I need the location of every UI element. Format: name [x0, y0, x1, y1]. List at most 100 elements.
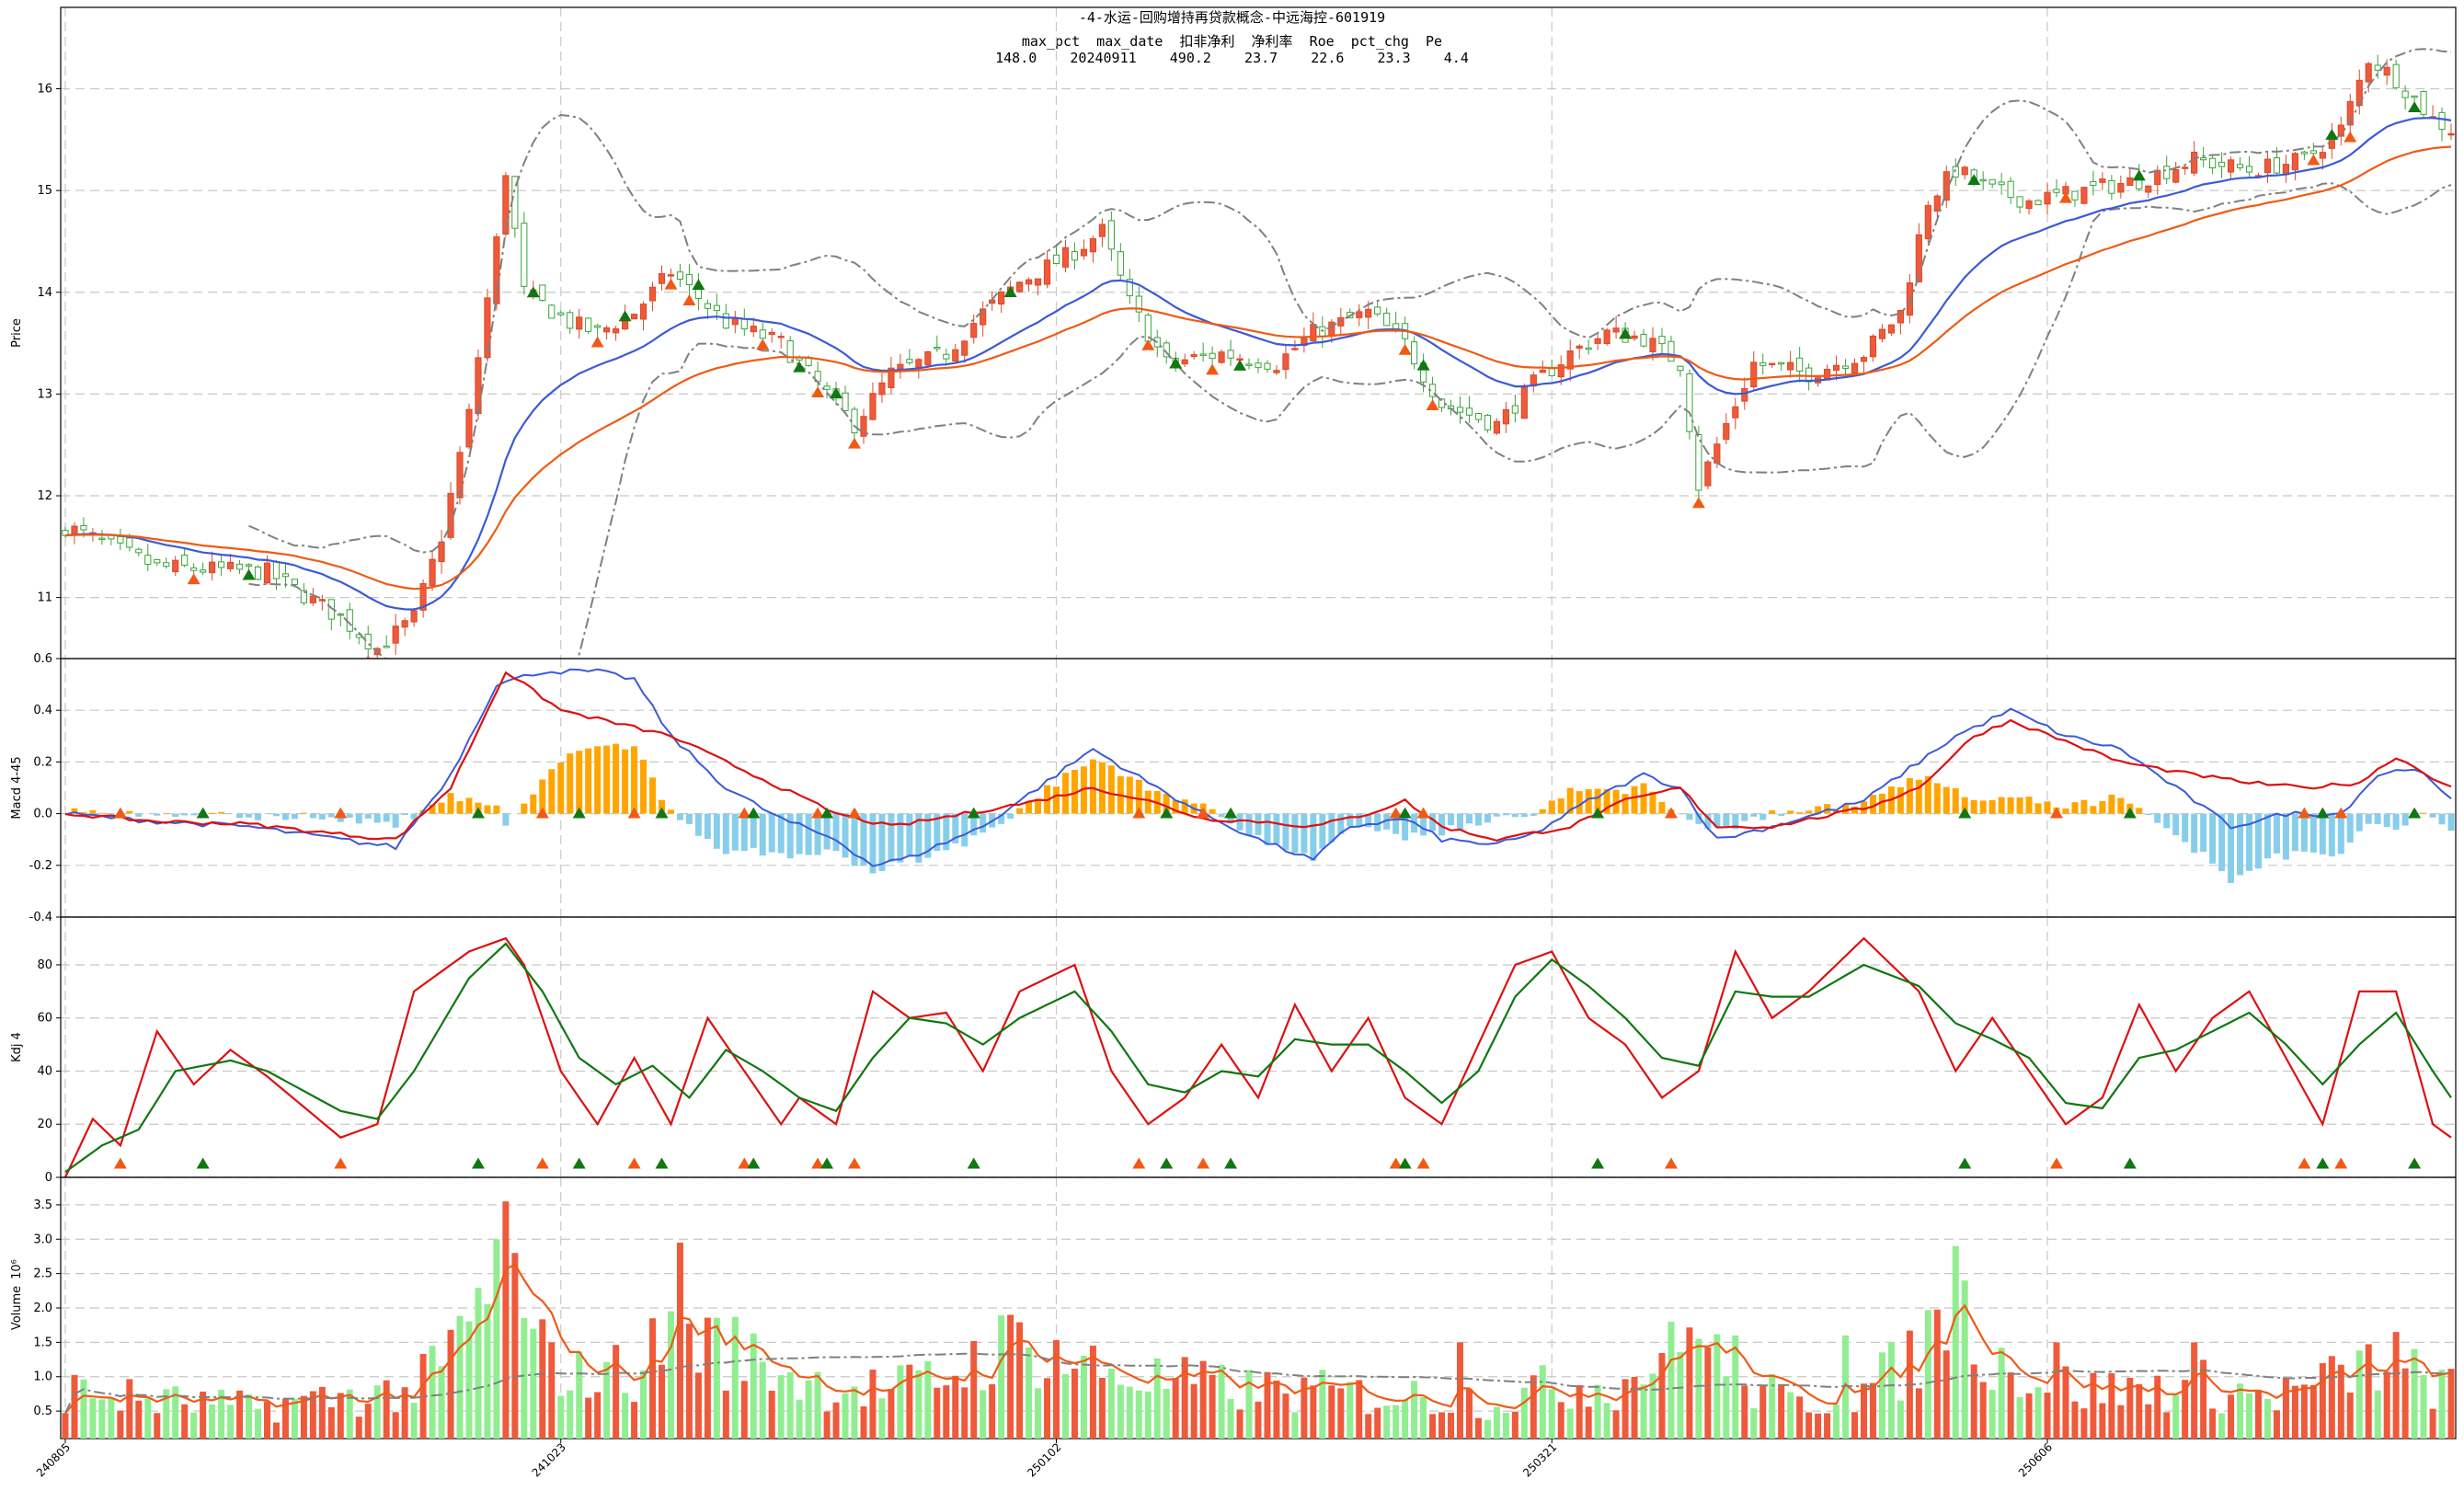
macd-hist-bar	[447, 793, 454, 814]
price-candle	[1227, 350, 1234, 359]
price-candle	[2447, 132, 2455, 136]
price-candle	[777, 336, 785, 338]
kdj-signal-marker	[738, 1157, 751, 1169]
volume-bar	[163, 1389, 170, 1439]
macd-hist-bar	[1209, 809, 1216, 814]
volume-bar	[98, 1399, 106, 1439]
kdj-signal-marker	[655, 1157, 669, 1169]
price-candle	[685, 273, 693, 286]
volume-bar	[475, 1288, 482, 1439]
macd-hist-bar	[2355, 813, 2363, 832]
macd-hist-bar	[704, 813, 711, 840]
macd-hist-bar	[842, 813, 849, 858]
macd-hist-bar	[805, 813, 812, 855]
price-candle	[235, 563, 244, 570]
price-candle	[2007, 180, 2014, 199]
price-candle	[1392, 323, 1400, 330]
macd-hist-bar	[2401, 813, 2409, 826]
macd-hist-bar	[1631, 786, 1638, 814]
price-candle	[603, 327, 611, 333]
kdj-signal-marker	[627, 1157, 641, 1169]
price-candle	[648, 286, 657, 302]
kdj-signal-marker	[2298, 1157, 2311, 1169]
price-candle	[915, 359, 923, 368]
kdj-signal-marker	[1224, 1157, 1238, 1169]
price-candle	[722, 313, 729, 329]
kdj-ytick-label: 20	[37, 1118, 52, 1131]
macd-hist-bar	[300, 812, 307, 814]
macd-hist-bar	[364, 813, 372, 819]
volume-bar	[2309, 1384, 2317, 1439]
price-candle	[567, 312, 574, 329]
volume-bar	[649, 1318, 657, 1439]
price-candle	[245, 564, 253, 567]
volume-bar	[1007, 1314, 1014, 1439]
volume-bar	[383, 1380, 390, 1439]
price-candle	[291, 579, 299, 585]
price-candle	[2236, 164, 2244, 168]
price-candle	[1098, 224, 1106, 237]
volume-bar	[832, 1402, 840, 1439]
price-candle	[1025, 279, 1033, 285]
volume-bar	[1144, 1391, 1152, 1439]
kdj-signal-marker	[967, 1157, 980, 1169]
volume-bar	[1135, 1390, 1142, 1439]
macd-hist-bar	[309, 813, 316, 819]
price-candle	[1484, 415, 1492, 430]
macd-frame	[60, 658, 2457, 918]
volume-bar	[2090, 1372, 2097, 1439]
volume-bar	[484, 1303, 491, 1439]
volume-bar	[1337, 1388, 1345, 1439]
macd-hist-bar	[952, 813, 959, 843]
macd-hist-bar	[209, 812, 216, 814]
macd-hist-bar	[2273, 813, 2280, 854]
price-candle	[1117, 251, 1124, 276]
macd-hist-bar	[2309, 813, 2317, 853]
macd-hist-bar	[1658, 801, 1666, 814]
volume-bar	[860, 1405, 867, 1439]
price-candle	[2374, 64, 2381, 71]
macd-hist-bar	[1842, 804, 1850, 814]
macd-hist-bar	[1933, 783, 1941, 814]
macd-hist-bar	[1465, 813, 1473, 824]
price-candle	[658, 272, 666, 284]
price-candle	[878, 382, 886, 396]
macd-hist-bar	[1163, 794, 1170, 814]
volume-bar	[429, 1346, 436, 1439]
volume-bar	[1392, 1405, 1400, 1439]
volume-bar	[2218, 1413, 2226, 1439]
macd-hist-bar	[1007, 813, 1014, 820]
price-candle	[1915, 234, 1922, 282]
volume-bar	[1520, 1387, 1528, 1439]
price-candle	[2309, 150, 2317, 155]
volume-bar	[401, 1387, 408, 1439]
macd-hist-bar	[998, 813, 1005, 824]
macd-hist-bar	[1539, 809, 1546, 814]
macd-signal-marker	[572, 807, 586, 819]
volume-bar	[1209, 1374, 1216, 1439]
volume-bar	[1695, 1338, 1702, 1439]
volume-ytick-label: 3.5	[33, 1199, 52, 1212]
price-candle	[1594, 338, 1601, 344]
macd-hist-bar	[832, 813, 840, 852]
macd-hist-bar	[1301, 813, 1308, 854]
volume-bar	[1924, 1310, 1931, 1439]
macd-hist-bar	[1970, 799, 1977, 814]
price-candle	[2383, 66, 2390, 76]
volume-bar	[713, 1317, 720, 1439]
price-candle	[493, 235, 500, 304]
volume-ylabel-unit: 10⁶	[10, 1259, 24, 1279]
price-candle	[1411, 341, 1418, 365]
macd-signal-marker	[1664, 807, 1678, 819]
volume-ytick-label: 1.5	[33, 1336, 52, 1349]
panel-kdj: 0 20 40 60 80 Kdj 4	[10, 916, 2457, 1185]
macd-ytick-label: -0.4	[29, 911, 52, 924]
price-signal-marker	[526, 286, 540, 298]
macd-hist-bar	[713, 813, 720, 849]
macd-hist-bar	[1906, 777, 1913, 814]
price-candle	[851, 408, 858, 434]
volume-bar	[1833, 1405, 1840, 1439]
price-candle	[218, 561, 225, 568]
macd-hist-bar	[530, 794, 537, 814]
